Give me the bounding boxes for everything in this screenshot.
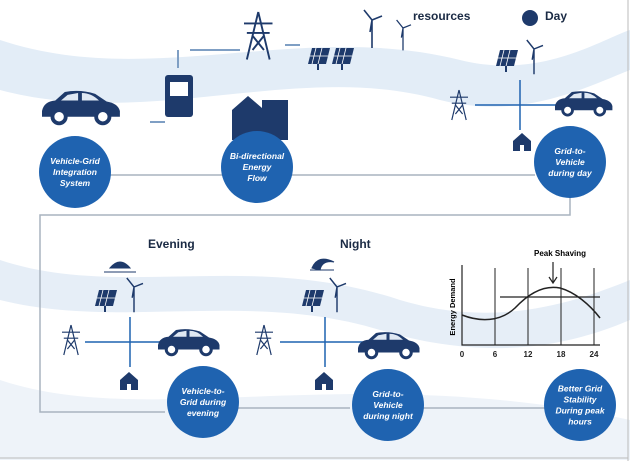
stage-label: Flow [247, 173, 268, 183]
chart-axes [461, 265, 600, 346]
building-icon [232, 96, 288, 140]
pylon-icon [450, 89, 469, 121]
car-window [61, 92, 99, 101]
turbine [526, 39, 544, 75]
stage-label: evening [187, 408, 220, 418]
pylon-icon [62, 324, 81, 356]
swoosh [0, 380, 630, 460]
house-icon [315, 372, 333, 390]
connector [475, 80, 565, 130]
resources-label: resources [413, 9, 471, 23]
house-icon [513, 133, 531, 151]
stage-label: Grid during [180, 397, 227, 407]
wheel [94, 108, 112, 126]
stage-label: Grid-to- [372, 389, 403, 399]
stage-label: Bi-directional [230, 151, 285, 161]
pylon-icon [255, 324, 274, 356]
sunset-icon [104, 261, 136, 273]
stage-label: Stability [563, 395, 597, 405]
day-label: Day [545, 9, 567, 23]
power-lines [150, 44, 300, 123]
wheel [164, 342, 179, 357]
turbine [363, 9, 383, 48]
stage-circle [534, 126, 606, 198]
car-window [173, 330, 203, 337]
stage-label: Vehicle [373, 400, 403, 410]
stage-label: during day [548, 168, 593, 178]
turbine-icon [396, 19, 412, 51]
solar-icon [496, 49, 518, 72]
stage-label: Vehicle-Grid [50, 156, 101, 166]
car-window [569, 92, 597, 99]
pylon [244, 11, 273, 60]
solar-icon [332, 47, 354, 70]
pylon [62, 324, 81, 356]
chart-x-tick: 0 [460, 350, 465, 359]
car-icon [555, 91, 613, 117]
stage-label: hours [568, 417, 592, 427]
stage-label: Better Grid [558, 384, 603, 394]
wheel [593, 103, 607, 117]
turbine [329, 277, 347, 313]
stage-circle [221, 131, 293, 203]
stage-label: During peak [555, 406, 605, 416]
stage-label: during night [363, 411, 414, 421]
charger-screen [170, 82, 188, 96]
stage-circle [544, 369, 616, 441]
night-label: Night [340, 237, 371, 251]
stage-label: Vehicle-to- [181, 386, 224, 396]
turbine-icon [329, 277, 347, 313]
pylon [255, 324, 274, 356]
evening-label: Evening [148, 237, 195, 251]
moon-icon [310, 258, 335, 271]
stage-label: Integration [53, 167, 97, 177]
chart-x-tick: 24 [590, 350, 599, 359]
chart-x-tick: 18 [557, 350, 566, 359]
solar-icon [308, 47, 330, 70]
car-icon [358, 332, 420, 360]
car-icon [158, 329, 220, 357]
stage-circle [167, 366, 239, 438]
panel-grid [334, 47, 352, 65]
turbine-icon [363, 9, 383, 48]
car-icon [42, 90, 120, 126]
demand-curve [461, 286, 601, 321]
turbine [396, 19, 412, 51]
stage-label: Vehicle [555, 157, 585, 167]
pylon-icon [244, 11, 273, 60]
sun-icon [522, 10, 538, 26]
wheel [561, 103, 574, 117]
turbine [126, 277, 144, 313]
peak-arrow [548, 262, 558, 285]
wheel [50, 108, 68, 126]
stage-circle [39, 136, 111, 208]
chart-x-tick: 12 [524, 350, 533, 359]
turbine-icon [526, 39, 544, 75]
chart-x-tick: 6 [493, 350, 498, 359]
chart-y-label: Energy Demand [448, 278, 457, 336]
panel-grid [304, 289, 322, 307]
car-window [373, 333, 403, 340]
wheel [364, 345, 379, 360]
pylon [450, 89, 469, 121]
panel-grid [97, 289, 115, 307]
chart-title: Peak Shaving [534, 249, 586, 258]
flow-lines [39, 174, 571, 413]
solar-icon [95, 289, 117, 312]
wheel [399, 345, 413, 360]
panel-grid [498, 49, 516, 67]
house-icon [120, 372, 138, 390]
stage-label: System [60, 178, 91, 188]
wheel [199, 342, 213, 357]
stage-label: Energy [243, 162, 273, 172]
stage-circle [352, 369, 424, 441]
turbine-icon [126, 277, 144, 313]
connector [280, 317, 370, 367]
panel-grid [310, 47, 328, 65]
swoosh [0, 30, 630, 107]
solar-icon [302, 289, 324, 312]
stage-label: Grid-to- [554, 146, 585, 156]
